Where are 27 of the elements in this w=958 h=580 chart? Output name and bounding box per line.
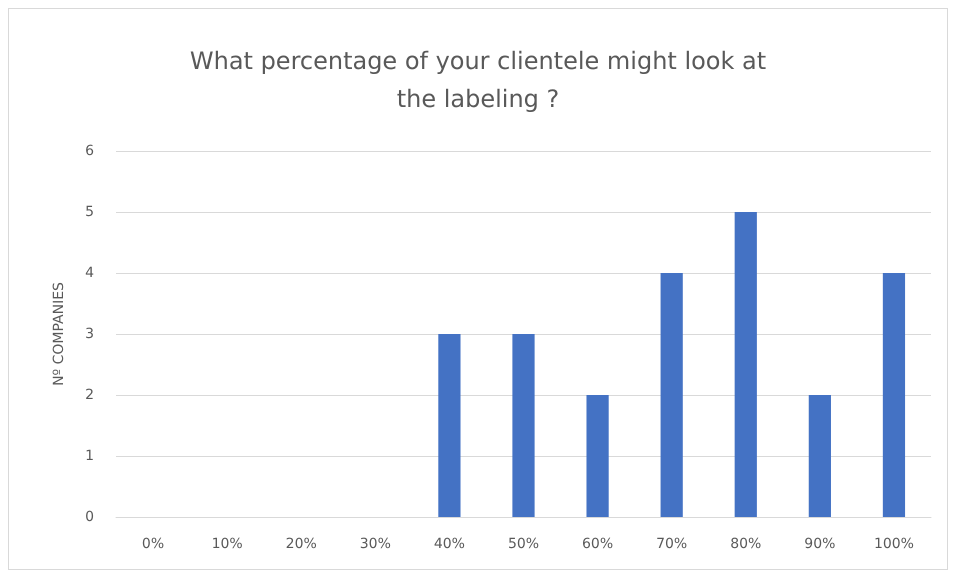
y-tick-label: 4: [85, 265, 94, 281]
y-tick-label: 0: [85, 509, 94, 525]
y-tick-label: 3: [85, 326, 94, 342]
x-tick-label: 80%: [730, 536, 762, 552]
x-tick-label: 30%: [360, 536, 391, 552]
y-tick-label: 6: [85, 143, 94, 159]
bar: [660, 273, 683, 517]
x-tick-label: 50%: [508, 536, 540, 552]
bar: [808, 395, 831, 517]
chart-title: What percentage of your clientele might look at the labeling ?: [190, 47, 766, 113]
bar: [438, 334, 461, 517]
y-tick-label: 5: [85, 204, 94, 220]
y-tick-label: 2: [85, 387, 94, 403]
bar: [512, 334, 535, 517]
x-tick-label: 0%: [142, 536, 164, 552]
x-tick-label: 10%: [212, 536, 243, 552]
x-tick-label: 40%: [434, 536, 465, 552]
x-tick-label: 60%: [582, 536, 614, 552]
bar: [882, 273, 906, 517]
x-tick-label: 100%: [874, 536, 914, 552]
x-tick-label: 70%: [656, 536, 688, 552]
x-tick-label: 90%: [804, 536, 836, 552]
bar: [734, 212, 757, 517]
x-tick-label: 20%: [286, 536, 317, 552]
y-tick-label: 1: [85, 448, 94, 464]
bar: [586, 395, 609, 517]
y-axis-title: Nº COMPANIES: [51, 282, 67, 386]
